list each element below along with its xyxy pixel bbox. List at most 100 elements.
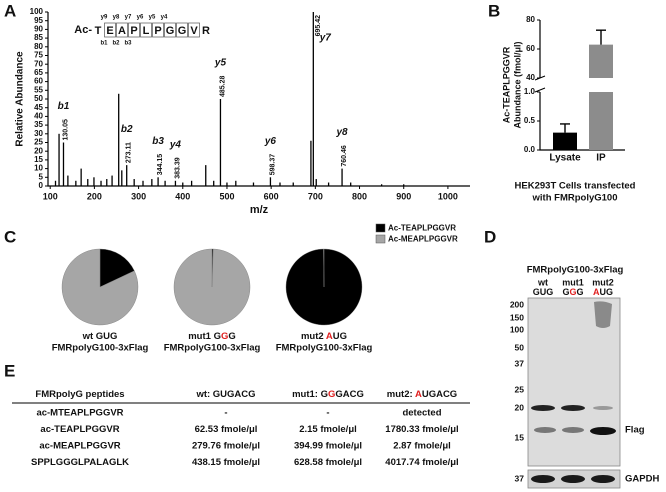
text-part: mut2: [387,389,415,400]
y-ion: y4 [161,15,168,21]
marker-label: 15 [515,432,525,442]
table-cell: 628.58 fmole/μl [294,457,362,468]
pie-slice [99,248,135,288]
table-cell: 438.15 fmole/μl [192,457,260,468]
table-cell: 2.15 fmole/μl [299,424,357,435]
table-cell: - [326,408,329,419]
pie-subtitle: FMRpolyG100-3xFlag [164,343,261,354]
table-cell: SPPLGGGLPALAGLK [31,457,129,468]
y-tick-label: 5 [39,172,44,181]
x-tick-label: 1000 [438,191,458,201]
pie-subtitle: FMRpolyG100-3xFlag [276,343,373,354]
peak-label: 760.46 [341,145,348,167]
ion-label: y5 [214,58,227,69]
x-tick-label: 500 [219,191,234,201]
blot-band [561,475,585,483]
y-ion: y8 [113,15,120,21]
residue-box [104,22,116,38]
y-tick-label: 10 [34,164,43,173]
ion-label: y7 [319,33,332,44]
y-tick-label: 50 [34,94,43,103]
blot-label: GAPDH [625,474,659,485]
text-part: A [415,389,422,400]
text-part: mut1 G [188,331,221,342]
text-part: FMRpolyG peptides [35,389,124,400]
x-tick-label: 600 [264,191,279,201]
text-part: A [326,331,333,342]
y-tick-label: 80 [526,15,535,24]
pie-label: wt GUG [82,331,118,342]
text-part: UG [600,287,614,297]
y-axis-label: Ac-TEAPLPGGVR [501,46,511,123]
ion-label: y4 [169,139,182,150]
blot-band [562,427,584,433]
table-cell: 62.53 fmole/μl [195,424,258,435]
marker-label: 37 [515,358,525,368]
residue: P [154,25,161,37]
table-cell: 2.87 fmole/μl [393,441,451,452]
x-tick-label: 700 [308,191,323,201]
residue-box [116,22,128,38]
bar [589,44,613,150]
text-part: G [577,287,584,297]
residue-box [176,22,188,38]
x-tick-label: IP [596,153,606,164]
x-tick-label: 400 [175,191,190,201]
x-tick-label: 900 [396,191,411,201]
lane-name: mut1 [562,277,584,287]
residue-box [152,22,164,38]
panel-label: A [4,1,16,20]
y-ion: y9 [101,15,108,21]
table-cell: ac-MTEAPLPGGVR [36,408,123,419]
x-tick-label: Lysate [549,153,581,164]
y-tick-label: 15 [34,155,43,164]
y-tick-label: 100 [30,7,44,16]
pie-slice [173,248,251,326]
panel-label: E [4,361,15,380]
y-tick-label: 35 [34,120,43,129]
blot-band [531,475,555,483]
y-tick-label: 55 [34,85,43,94]
text-part: G [221,331,228,342]
y-tick-label: 95 [34,16,43,25]
table-cell: ac-MEAPLPGGVR [39,441,120,452]
pie-subtitle: FMRpolyG100-3xFlag [52,343,149,354]
peak-label: 383.39 [174,157,181,179]
residue: A [118,25,126,37]
legend-swatch [375,234,386,244]
lane-seq: GUG [533,287,554,297]
marker-label: 25 [515,384,525,394]
residue-box [128,22,140,38]
y-ion: y6 [137,15,144,21]
text-part: UGACG [422,389,457,400]
ion-label: y8 [335,127,348,138]
y-tick-label: 60 [526,44,535,53]
pie-label: mut1 GGG [188,331,236,342]
x-axis-label: m/z [250,204,269,216]
y-ion: y5 [149,15,156,21]
blot-label: Flag [625,425,645,436]
text-part: wt: GUGACG [195,389,255,400]
y-tick-label: 0.0 [524,145,536,154]
caption: HEK293T Cells transfected [515,181,636,192]
blot-smear [594,301,612,328]
table-cell: detected [402,408,441,419]
residue: L [143,25,150,37]
marker-label: 50 [515,342,525,352]
panel-label: C [4,227,16,246]
y-tick-label: 20 [34,146,43,155]
residue-box [164,22,176,38]
axis-break [534,87,546,93]
lane-seq: GGG [562,287,583,297]
residue: G [166,25,175,37]
table-cell: 1780.33 fmole/μl [385,424,458,435]
marker-label: 37 [515,473,525,483]
peak-label: 344.15 [157,154,164,176]
marker-label: 20 [515,402,525,412]
pie-slice [61,248,139,326]
legend-label: Ac-MEAPLPGGVR [388,235,458,244]
panel-label: D [484,227,496,246]
peak-label: 485.28 [219,75,226,97]
peptide-prefix: Ac- [74,24,92,36]
